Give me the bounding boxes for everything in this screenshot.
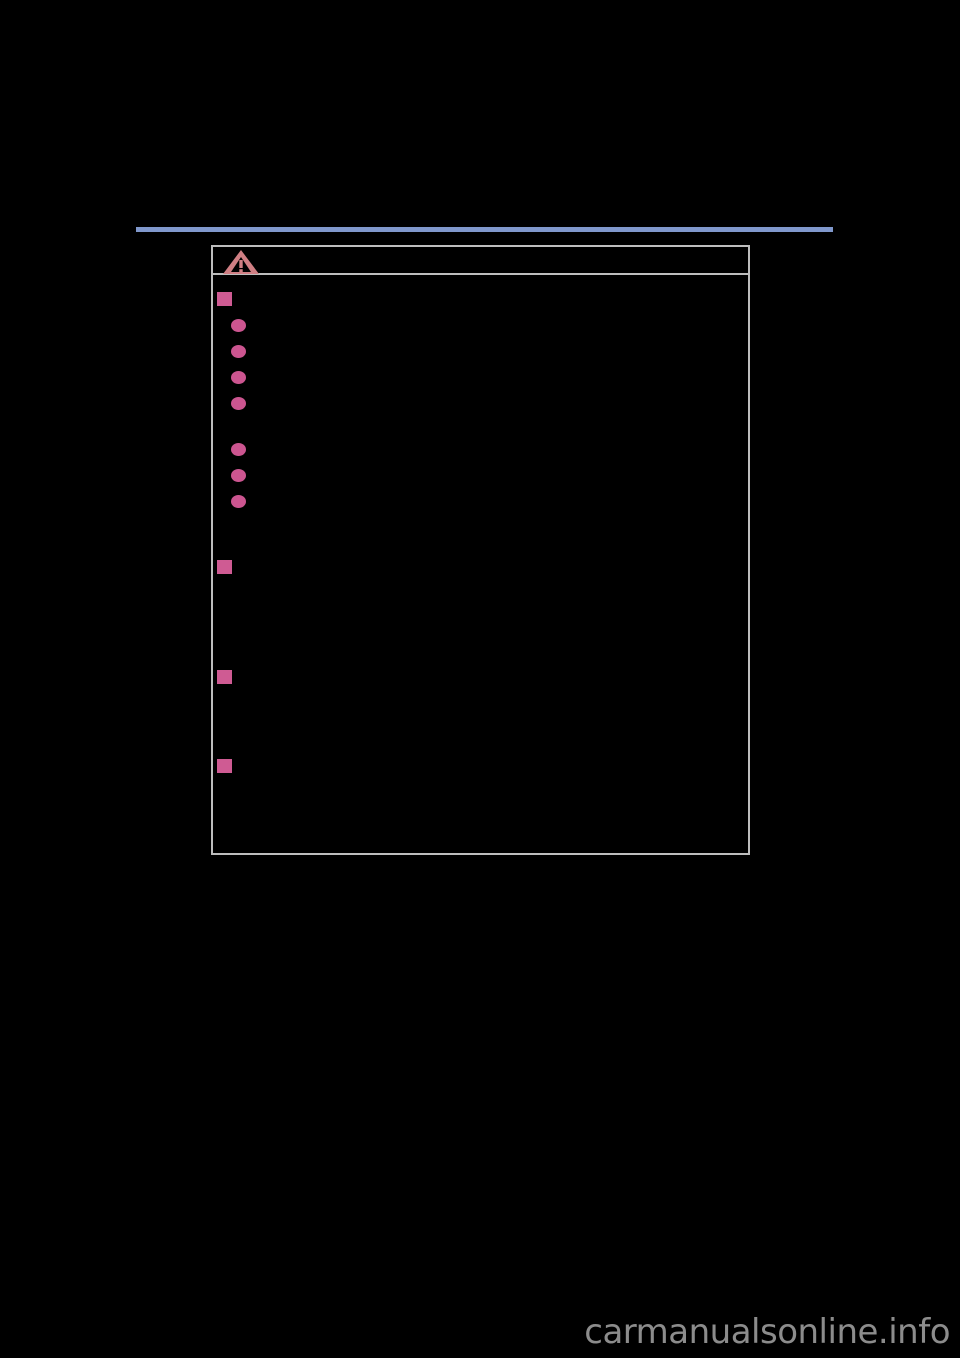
list-bullet — [231, 397, 246, 410]
section-body — [239, 779, 739, 843]
warning-box-body — [213, 275, 748, 853]
section-body — [239, 690, 739, 750]
section-heading — [239, 557, 739, 577]
list-bullet — [231, 345, 246, 358]
list-item — [253, 342, 739, 362]
list-item — [253, 440, 739, 460]
list-item — [253, 394, 739, 438]
section-heading — [239, 667, 739, 687]
page-number — [60, 196, 120, 224]
list-bullet — [231, 495, 246, 508]
section-square-bullet — [217, 292, 232, 306]
running-header-title — [136, 196, 833, 224]
list-item — [253, 492, 739, 536]
section-square-bullet — [217, 560, 232, 574]
section-square-bullet — [217, 670, 232, 684]
section-heading — [239, 289, 739, 309]
warning-box-header — [213, 247, 748, 275]
list-bullet — [231, 371, 246, 384]
warning-triangle-icon — [221, 249, 261, 275]
section-heading — [239, 756, 739, 776]
list-bullet — [231, 469, 246, 482]
site-watermark: carmanualsonline.info — [584, 1312, 950, 1352]
list-bullet — [231, 443, 246, 456]
list-item — [253, 316, 739, 336]
section-body — [239, 580, 739, 656]
list-item — [253, 466, 739, 486]
list-bullet — [231, 319, 246, 332]
header-rule — [136, 227, 833, 232]
warning-box — [211, 245, 750, 855]
section-square-bullet — [217, 759, 232, 773]
list-item — [253, 368, 739, 388]
